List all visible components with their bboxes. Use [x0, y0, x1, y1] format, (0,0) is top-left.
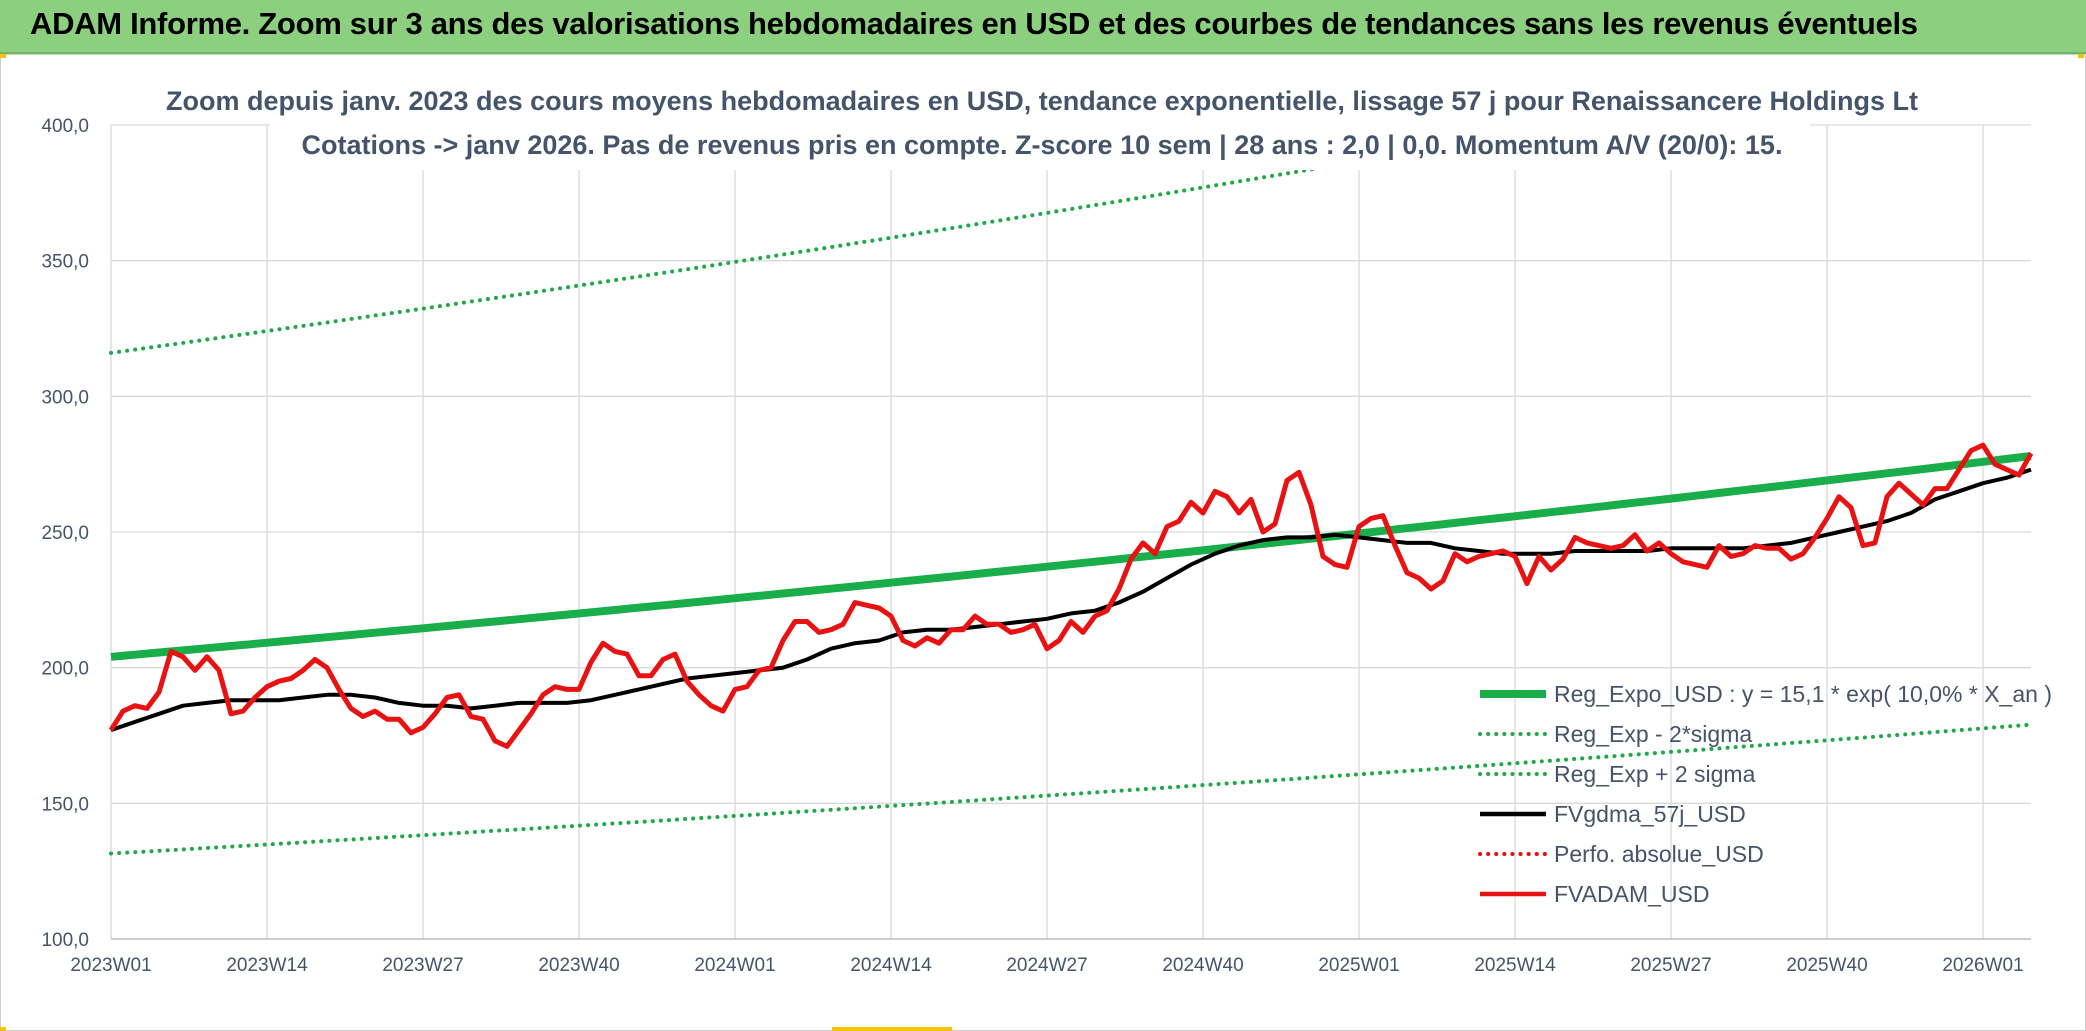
legend-label: Reg_Exp - 2*sigma: [1554, 721, 1752, 747]
y-tick-label: 200,0: [41, 659, 89, 680]
chart-legend: Reg_Expo_USD : y = 15,1 * exp( 10,0% * X…: [1478, 681, 2052, 907]
x-tick-label: 2023W14: [226, 955, 308, 976]
x-tick-label: 2025W01: [1318, 955, 1399, 976]
legend-label: FVgdma_57j_USD: [1554, 801, 1746, 827]
chart-axes: 100,0 150,0 200,0 250,0 300,0 350,0 400,0 2023W…: [41, 116, 2031, 976]
x-tick-label: 2024W14: [850, 955, 932, 976]
x-tick-label: 2024W40: [1162, 955, 1243, 976]
y-tick-label: 150,0: [41, 794, 89, 815]
x-tick-label: 2024W27: [1006, 955, 1087, 976]
x-tick-label: 2024W01: [694, 955, 775, 976]
series-fvadam: [109, 442, 2033, 749]
y-tick-label: 100,0: [41, 930, 89, 951]
chart-title-line1: Zoom depuis janv. 2023 des cours moyens …: [166, 86, 1918, 116]
bottom-marker-center: [832, 1027, 952, 1031]
x-tick-label: 2025W27: [1630, 955, 1711, 976]
legend-label: FVADAM_USD: [1554, 881, 1710, 907]
x-tick-label: 2026W01: [1942, 955, 2023, 976]
report-header: ADAM Informe. Zoom sur 3 ans des valoris…: [0, 0, 2086, 54]
series-reg-expo: [110, 452, 2032, 661]
chart-title-line2: Cotations -> janv 2026. Pas de revenus p…: [302, 130, 1783, 160]
series-fvgdma: [110, 467, 2032, 732]
x-tick-label: 2023W01: [70, 955, 151, 976]
series-reg-plus-2sigma: [109, 123, 1593, 355]
x-tick-label: 2025W40: [1786, 955, 1867, 976]
title-backdrop: [270, 80, 1810, 170]
corner-marker-left: [0, 54, 6, 58]
chart-series: [109, 123, 2033, 856]
x-tick-label: 2023W40: [538, 955, 619, 976]
corner-marker-right: [2078, 54, 2084, 58]
y-tick-label: 300,0: [41, 387, 89, 408]
bottom-marker-left: [0, 1027, 6, 1031]
y-tick-label: 350,0: [41, 252, 89, 273]
legend-label: Reg_Expo_USD : y = 15,1 * exp( 10,0% * X…: [1554, 681, 2052, 707]
legend-label: Perfo. absolue_USD: [1554, 841, 1764, 867]
page-title: ADAM Informe. Zoom sur 3 ans des valoris…: [30, 6, 1918, 41]
y-tick-label: 400,0: [41, 116, 89, 137]
x-tick-label: 2023W27: [382, 955, 463, 976]
legend-label: Reg_Exp + 2 sigma: [1554, 761, 1756, 787]
series-reg-minus-2sigma: [109, 722, 2033, 856]
x-tick-label: 2025W14: [1474, 955, 1556, 976]
y-tick-label: 250,0: [41, 523, 89, 544]
